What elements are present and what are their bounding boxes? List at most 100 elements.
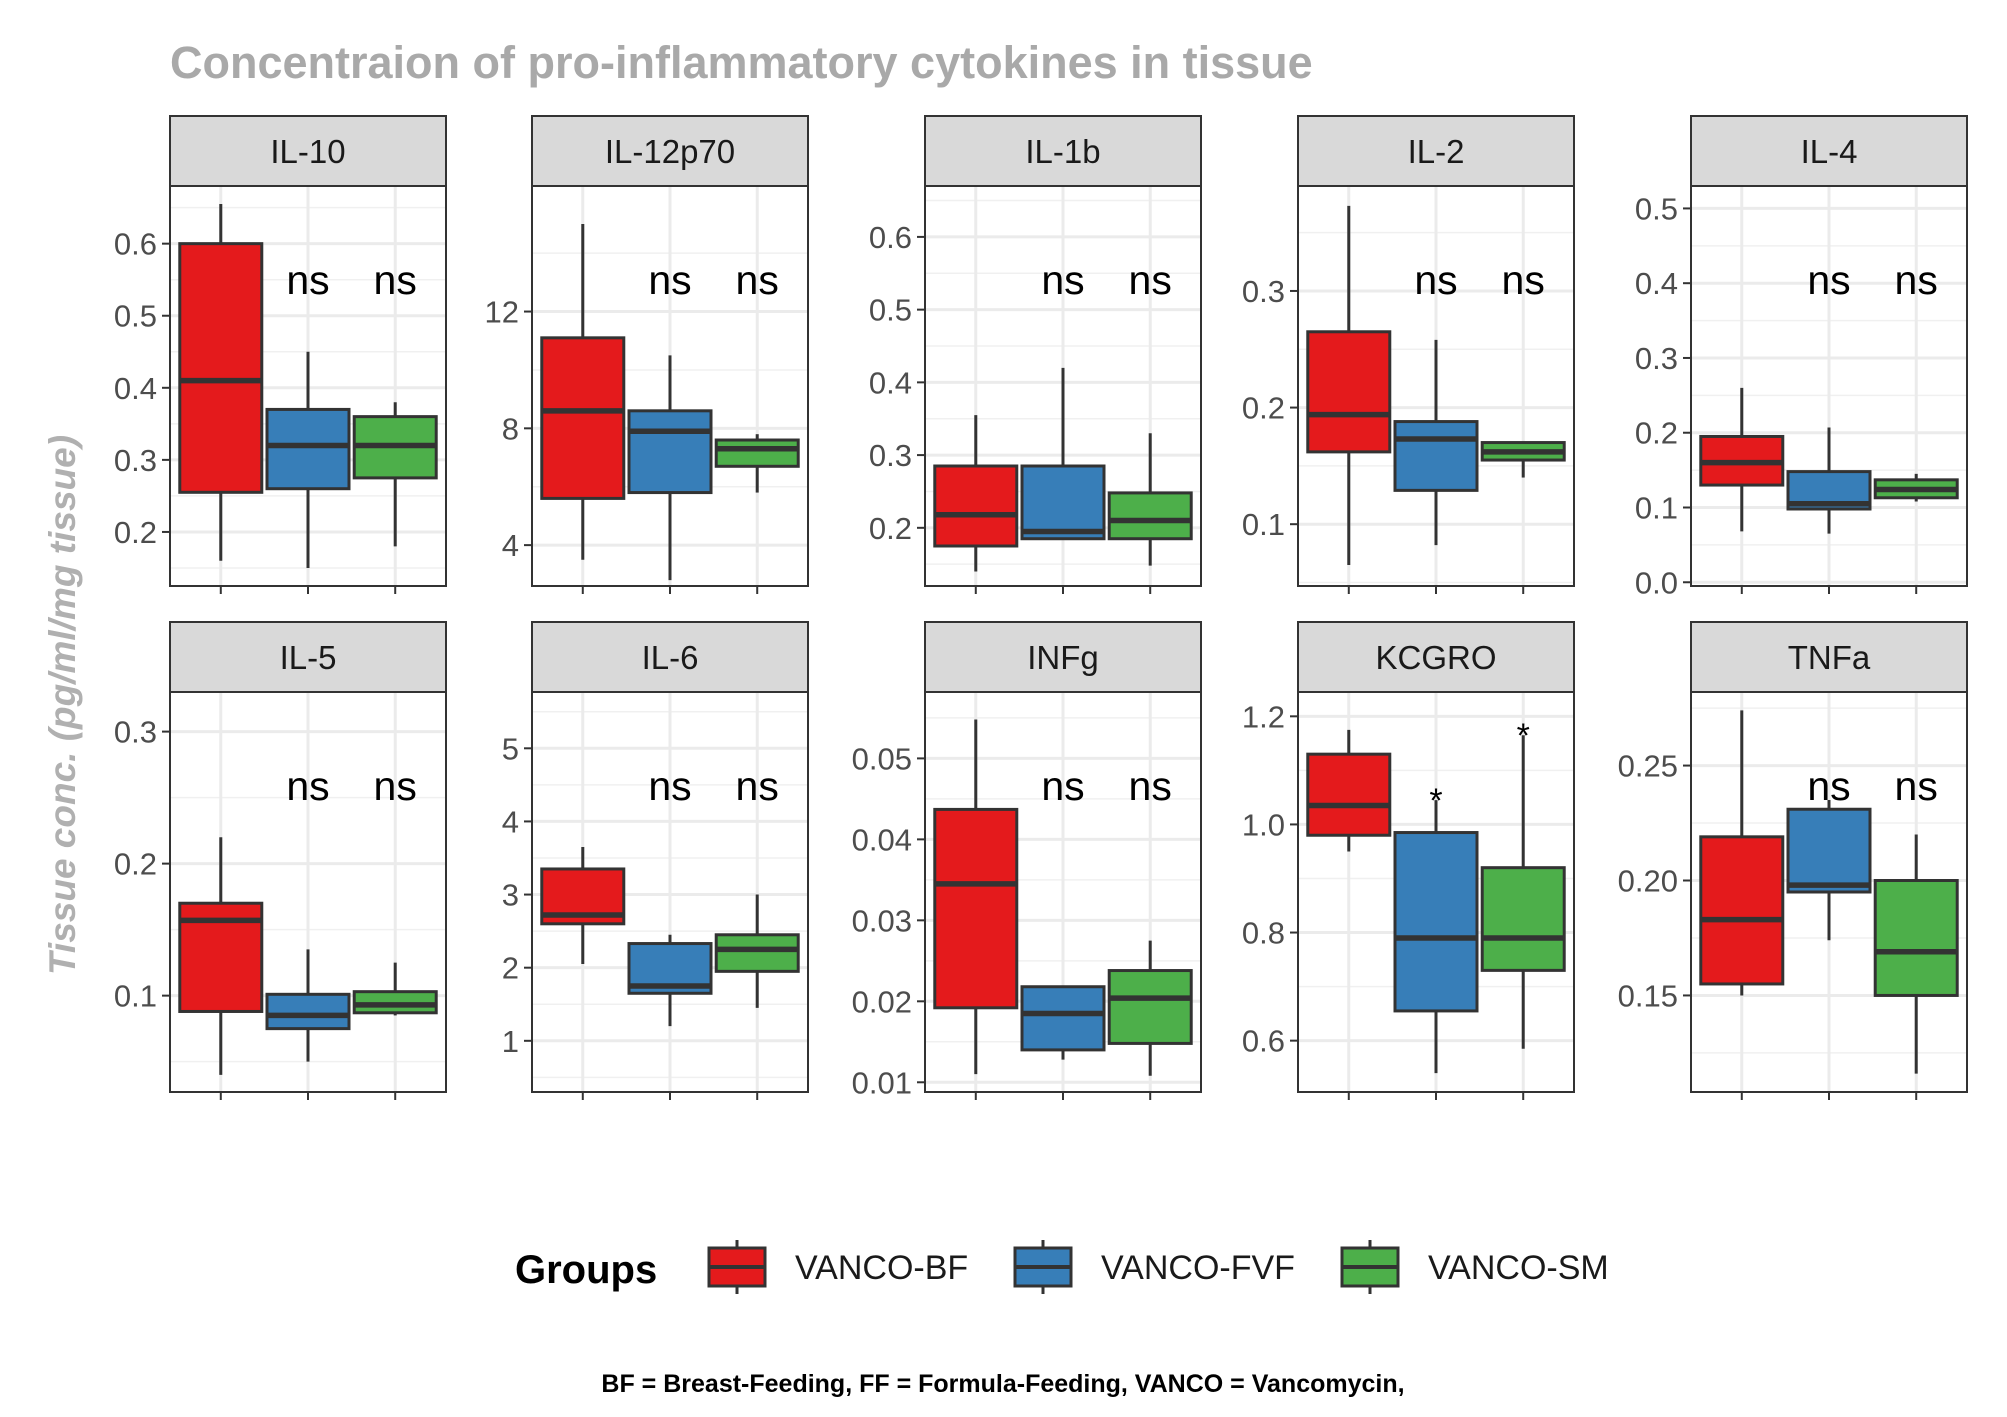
significance-label: ns (374, 763, 417, 809)
box-body (1306, 752, 1392, 837)
y-tick-label: 0.4 (1635, 266, 1678, 301)
y-tick-label: 0.2 (114, 515, 157, 550)
box-body (714, 438, 800, 468)
box-vanco-bf (1699, 387, 1785, 532)
y-tick-label: 0.3 (1635, 341, 1678, 376)
box-vanco-fvf (265, 351, 351, 568)
y-tick-label: 8 (502, 411, 519, 446)
chart-title: Concentraion of pro-inflammatory cytokin… (170, 37, 1313, 88)
y-tick-label: 1 (502, 1024, 519, 1059)
box-body (1873, 879, 1959, 997)
legend-key-vanco-fvf: VANCO-FVF (1013, 1240, 1295, 1294)
y-tick-label: 0.6 (869, 220, 912, 255)
box-vanco-sm (1107, 940, 1193, 1076)
y-tick-label: 4 (502, 804, 519, 839)
box-vanco-bf (540, 847, 626, 965)
facet-strip-label: INFg (1027, 639, 1099, 676)
y-tick-label: 0.2 (114, 847, 157, 882)
significance-label: ns (1807, 763, 1850, 809)
facet-strip-label: KCGRO (1375, 639, 1496, 676)
box-vanco-bf (178, 837, 264, 1075)
legend-label: VANCO-SM (1428, 1249, 1609, 1287)
significance-label: ns (648, 257, 691, 303)
box-body (933, 464, 1019, 548)
y-tick-label: 0.3 (1242, 274, 1285, 309)
y-tick-label: 0.8 (1242, 916, 1285, 951)
box-vanco-fvf (1020, 367, 1106, 541)
facet-strip (1690, 621, 1968, 693)
facet-panel-il-2: IL-2 ns ns 0.1 0.2 0.3 (1242, 115, 1575, 594)
box-vanco-fvf (1393, 800, 1479, 1074)
box-body (1786, 807, 1872, 894)
y-tick-label: 5 (502, 731, 519, 766)
box-vanco-fvf (1020, 985, 1106, 1060)
box-vanco-fvf (627, 355, 713, 581)
significance-label: ns (374, 257, 417, 303)
box-body (1480, 866, 1566, 972)
significance-label: ns (1041, 257, 1084, 303)
box-vanco-bf (1306, 729, 1392, 852)
box-vanco-fvf (265, 949, 351, 1062)
y-tick-label: 0.6 (114, 227, 157, 262)
significance-label: * (1517, 717, 1530, 755)
legend: Groups VANCO-BF VANCO-FVF VANCO-SM (515, 1240, 1609, 1294)
legend-keys: VANCO-BF VANCO-FVF VANCO-SM (707, 1240, 1609, 1294)
legend-key-vanco-bf: VANCO-BF (707, 1240, 968, 1294)
significance-label: ns (1041, 763, 1084, 809)
y-tick-label: 0.15 (1618, 978, 1678, 1013)
facet-strip (169, 621, 447, 693)
box-vanco-bf (1699, 710, 1785, 996)
facet-strip (531, 115, 809, 187)
box-body (933, 807, 1019, 1010)
facet-strip-label: IL-2 (1408, 133, 1465, 170)
chart-caption: BF = Breast-Feeding, FF = Formula-Feedin… (601, 1370, 1404, 1398)
box-vanco-fvf (1786, 427, 1872, 534)
y-tick-label: 0.1 (1635, 490, 1678, 525)
y-tick-label: 12 (485, 295, 519, 330)
significance-label: ns (1895, 763, 1938, 809)
box-vanco-fvf (627, 934, 713, 1027)
box-vanco-sm (714, 434, 800, 493)
y-tick-label: 3 (502, 878, 519, 913)
facet-panel-infg: INFg ns ns 0.01 0.02 0.03 0.04 0.05 (852, 621, 1202, 1100)
box-body (627, 409, 713, 495)
y-tick-label: 0.25 (1618, 749, 1678, 784)
box-vanco-bf (933, 415, 1019, 572)
box-body (1020, 985, 1106, 1052)
box-body (540, 336, 626, 500)
facet-strip (169, 115, 447, 187)
y-tick-label: 0.2 (1635, 416, 1678, 451)
y-tick-label: 0.3 (114, 443, 157, 478)
box-vanco-fvf (1393, 339, 1479, 546)
box-vanco-bf (933, 719, 1019, 1075)
y-tick-label: 0.2 (1242, 391, 1285, 426)
box-vanco-bf (1306, 205, 1392, 566)
significance-label: ns (1895, 257, 1938, 303)
y-tick-label: 0.20 (1618, 864, 1678, 899)
y-tick-label: 2 (502, 951, 519, 986)
box-vanco-sm (1480, 441, 1566, 478)
box-body (1699, 835, 1785, 986)
box-vanco-bf (178, 204, 264, 561)
y-tick-label: 1.0 (1242, 807, 1285, 842)
box-body (1393, 420, 1479, 492)
facet-strip-label: TNFa (1788, 639, 1871, 676)
significance-label: ns (736, 257, 779, 303)
facet-strip (924, 621, 1202, 693)
facet-panel-il-12p70: IL-12p70 ns ns 4 8 12 (485, 115, 809, 594)
facet-strip (531, 621, 809, 693)
box-vanco-sm (1480, 735, 1566, 1049)
box-vanco-sm (352, 962, 438, 1016)
y-tick-label: 0.1 (114, 979, 157, 1014)
y-tick-label: 0.2 (869, 511, 912, 546)
box-body (1393, 831, 1479, 1013)
y-tick-label: 0.02 (852, 984, 912, 1019)
legend-label: VANCO-BF (795, 1249, 968, 1287)
legend-title: Groups (515, 1248, 657, 1292)
significance-label: ns (286, 763, 329, 809)
facet-strip (1690, 115, 1968, 187)
box-body (1107, 491, 1193, 541)
facet-strip-label: IL-1b (1025, 133, 1100, 170)
